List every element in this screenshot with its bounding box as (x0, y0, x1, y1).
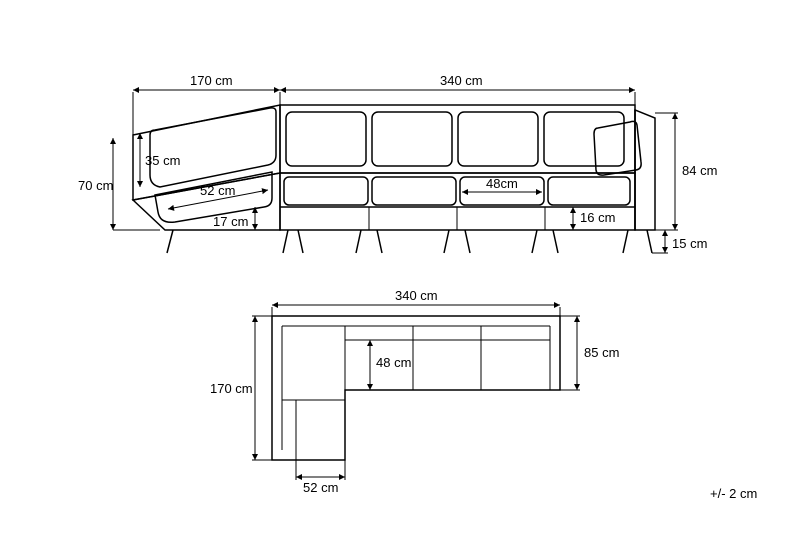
dim-left-cushion-h: 17 cm (213, 214, 248, 229)
dim-right-cushion-h: 16 cm (580, 210, 615, 225)
dim-top-left: 170 cm (190, 73, 233, 88)
dim-tv-right-depth: 85 cm (584, 345, 619, 360)
dim-tv-left-depth: 170 cm (210, 381, 253, 396)
front-view: 170 cm 340 cm (78, 73, 717, 253)
dim-top-right: 340 cm (440, 73, 483, 88)
dim-tv-seat-depth: 48 cm (376, 355, 411, 370)
top-view: 340 cm 85 cm 170 cm 48 cm 52 (210, 288, 619, 495)
dimension-diagram: 170 cm 340 cm (0, 0, 800, 533)
dim-tv-left-seat-w: 52 cm (303, 480, 338, 495)
dim-left-height: 70 cm (78, 178, 113, 193)
dim-leg-h: 15 cm (672, 236, 707, 251)
dim-back-cushion: 35 cm (145, 153, 180, 168)
tolerance-label: +/- 2 cm (710, 486, 757, 501)
dim-right-total-h: 84 cm (682, 163, 717, 178)
dim-mid-seat: 48cm (486, 176, 518, 191)
dim-tv-width: 340 cm (395, 288, 438, 303)
dim-left-seat-w: 52 cm (200, 183, 235, 198)
